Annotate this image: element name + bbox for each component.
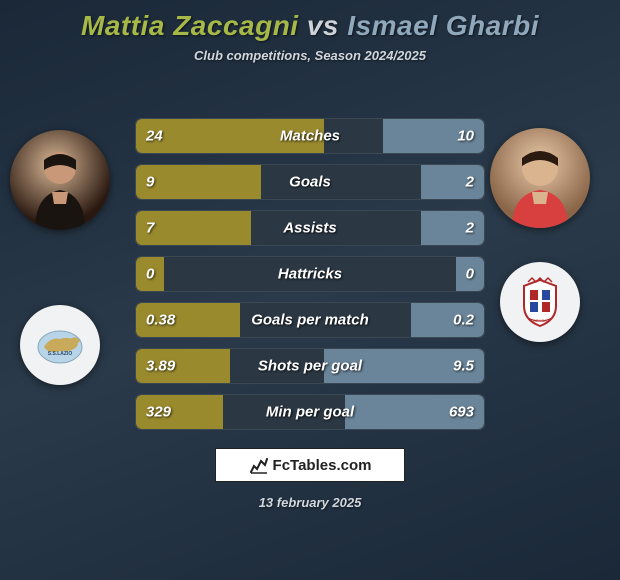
stat-value-left: 3.89 — [146, 358, 175, 375]
svg-text:BRAGA: BRAGA — [533, 318, 547, 323]
stat-value-left: 9 — [146, 174, 154, 191]
stat-value-left: 7 — [146, 220, 154, 237]
player2-crest: BRAGA — [500, 262, 580, 342]
fctables-logo-icon — [249, 455, 269, 475]
svg-text:S.S.LAZIO: S.S.LAZIO — [48, 351, 73, 357]
lazio-crest-icon: S.S.LAZIO — [32, 317, 88, 373]
stat-value-right: 693 — [449, 404, 474, 421]
comparison-title: Mattia Zaccagni vs Ismael Gharbi — [0, 0, 620, 42]
footer-badge: FcTables.com — [215, 448, 405, 482]
footer-site: FcTables.com — [273, 457, 372, 474]
player2-portrait — [490, 128, 590, 228]
player1-crest: S.S.LAZIO — [20, 305, 100, 385]
stat-row: 3.899.5Shots per goal — [135, 348, 485, 384]
player1-avatar-icon — [10, 130, 110, 230]
stat-fill-left — [136, 165, 261, 199]
stat-row: 72Assists — [135, 210, 485, 246]
stat-value-right: 10 — [457, 128, 474, 145]
stat-row: 2410Matches — [135, 118, 485, 154]
stat-fill-right — [421, 211, 484, 245]
stat-fill-left — [136, 119, 324, 153]
stat-row: 329693Min per goal — [135, 394, 485, 430]
stat-value-right: 2 — [466, 174, 474, 191]
stat-value-right: 9.5 — [453, 358, 474, 375]
stat-row: 92Goals — [135, 164, 485, 200]
stat-row: 0.380.2Goals per match — [135, 302, 485, 338]
player2-avatar-icon — [490, 128, 590, 228]
braga-crest-icon: BRAGA — [512, 274, 568, 330]
stat-bars: 2410Matches92Goals72Assists00Hattricks0.… — [135, 118, 485, 440]
stat-value-left: 0 — [146, 266, 154, 283]
title-vs: vs — [307, 10, 339, 41]
subtitle: Club competitions, Season 2024/2025 — [0, 48, 620, 63]
stat-value-left: 24 — [146, 128, 163, 145]
stat-label: Hattricks — [136, 266, 484, 283]
stat-row: 0 0Hattricks — [135, 256, 485, 292]
title-player2: Ismael Gharbi — [347, 10, 539, 41]
title-player1: Mattia Zaccagni — [81, 10, 299, 41]
footer-date: 13 february 2025 — [0, 495, 620, 510]
stat-value-right: 0.2 — [453, 312, 474, 329]
stat-value-left: 0.38 — [146, 312, 175, 329]
stat-value-left: 329 — [146, 404, 171, 421]
stat-value-right: 0 — [466, 266, 474, 283]
stat-fill-right — [421, 165, 484, 199]
stat-value-right: 2 — [466, 220, 474, 237]
player1-portrait — [10, 130, 110, 230]
